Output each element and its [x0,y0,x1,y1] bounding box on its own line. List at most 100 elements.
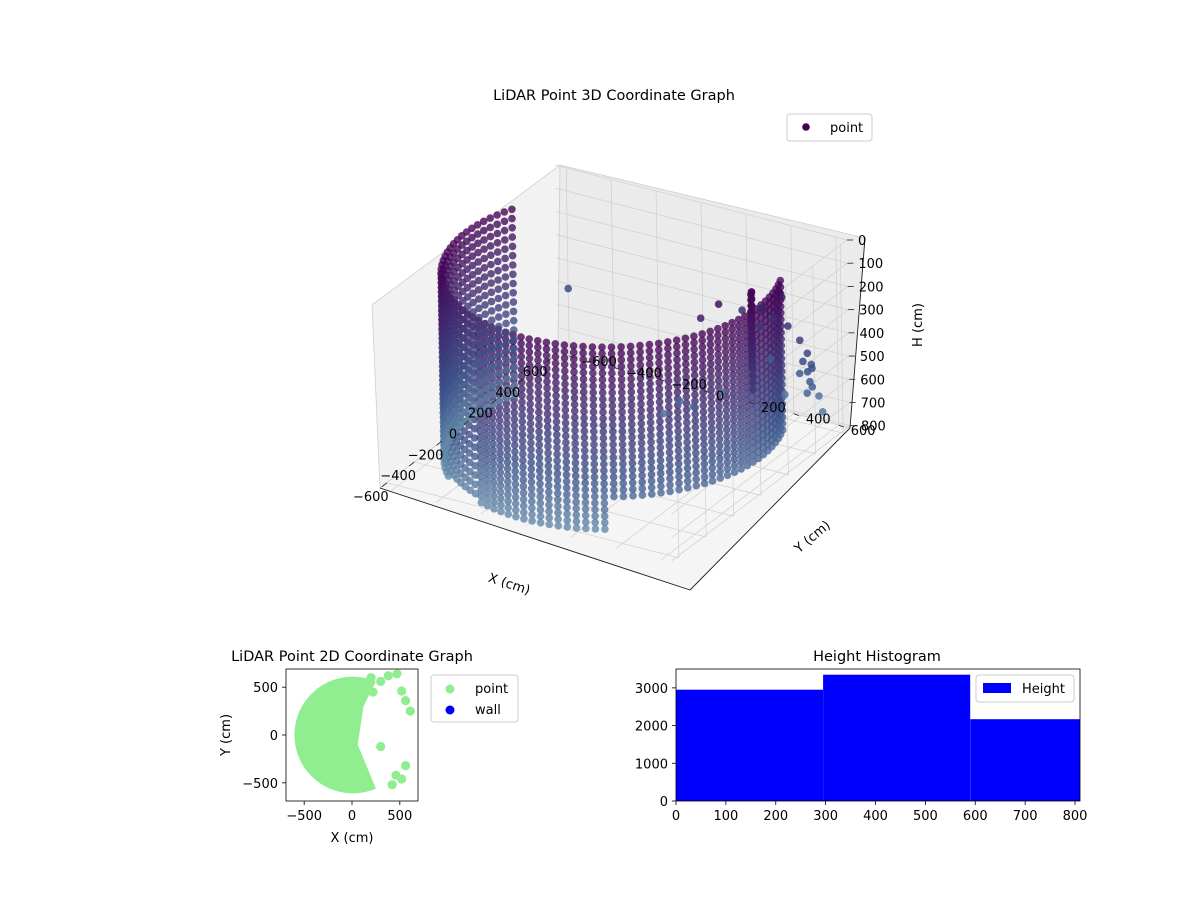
point-3d [553,483,562,491]
point-3d [534,363,542,371]
legend-box [786,113,873,142]
point-3d [527,471,536,480]
point-3d [730,455,739,464]
point-3d [618,447,627,455]
point-3d [468,224,476,233]
point-3d [723,426,731,434]
point-3d [777,293,786,302]
point-3d [728,338,737,347]
chart-3d-points [437,205,827,533]
point-3d [721,348,730,356]
point-3d [520,508,528,517]
grid-line [660,424,839,561]
point-3d [781,390,789,399]
point-3d [501,263,510,272]
point-3d [600,460,608,469]
point-3d [489,453,498,461]
point-3d [526,387,534,395]
point-3d [708,477,717,485]
point-3d [570,400,579,409]
point-3d [591,512,599,520]
point-3d [471,443,479,452]
point-3d [628,466,637,474]
point-3d [509,298,518,306]
point-3d [730,435,738,444]
point-3d [736,380,744,389]
point-3d [646,373,654,381]
point-3d [674,440,683,449]
point-3d [489,479,498,487]
point-3d [534,402,543,410]
point-3d [664,357,672,366]
point-3d [722,380,730,389]
point-3d [493,248,502,256]
point-3d [728,325,736,334]
point-3d [501,273,510,281]
point-3d [552,405,561,413]
point-3d [469,326,478,335]
point-3d [553,489,562,498]
point-3d [563,510,571,518]
point-3d [489,472,498,481]
point-3d [487,260,495,269]
point-3d [528,510,536,519]
point-3d [756,322,765,331]
y-tick-mark [703,390,710,393]
point-3d [736,439,745,447]
point-3d [488,372,497,380]
point-3d [736,432,745,441]
point-3d [743,461,752,470]
point-3d [607,356,616,365]
point-3d [570,394,579,402]
point-3d [582,524,590,533]
point-3d [476,420,484,429]
point-3d [682,412,691,421]
point-3d [628,472,637,481]
y-tick-label-hist: 2000 [635,720,668,735]
x-tick-label: −400 [380,469,416,484]
point-3d [510,372,519,381]
point-3d [748,309,756,317]
point-3d [608,408,617,417]
point-3d [735,374,744,382]
hist-bar [970,719,1080,801]
point-3d [742,364,750,372]
point-3d [748,336,757,345]
point-3d [590,460,599,468]
point-3d [480,245,488,253]
point-3d [535,428,543,436]
point-3d [665,442,674,450]
point-3d [637,419,646,428]
point-3d [691,416,700,425]
point-3d [483,456,491,465]
point-3d [628,433,636,442]
point-3d [777,335,785,343]
point-3d [476,433,485,442]
x-tick-mark [436,440,442,446]
point-3d [465,404,474,413]
point-3d [544,481,553,490]
point-3d [579,368,588,377]
point-3d [519,482,528,491]
point-3d [656,463,665,471]
point-3d [742,396,751,405]
point-3d [465,367,473,376]
x-tick-label-hist: 700 [1013,809,1038,824]
x-tick-label-hist: 0 [672,809,680,824]
point-3d [543,416,552,425]
point-3d [571,452,580,461]
point-3d [708,464,717,472]
point-3d [675,485,683,494]
point-3d [784,322,792,330]
point-3d [480,254,489,263]
point-3d [477,485,485,494]
point-3d [736,419,745,428]
z-tick-label: 100 [858,257,883,272]
point-3d [664,364,672,372]
point-3d [503,393,512,402]
point-3d [518,398,526,406]
point-3d [501,291,510,300]
point-3d [714,363,723,372]
point-3d [545,501,553,509]
point-3d [714,324,722,333]
